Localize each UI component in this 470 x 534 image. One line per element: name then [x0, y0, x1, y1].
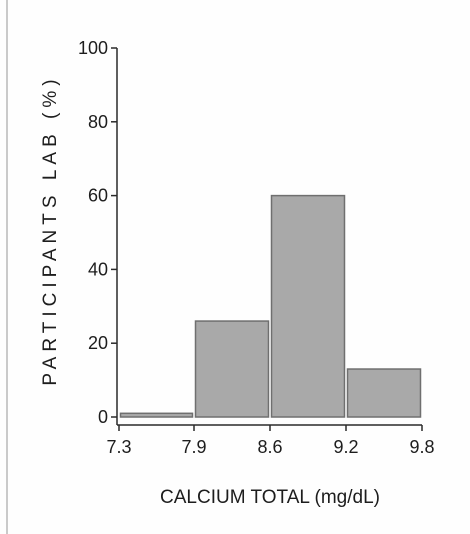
y-axis-title: PARTICIPANTS LAB (%) — [40, 74, 61, 385]
bar-9.2-9.8 — [346, 368, 422, 418]
x-tick-label-9.8: 9.8 — [409, 437, 434, 457]
y-tick-label-20: 20 — [88, 333, 108, 353]
x-tick-label-9.2: 9.2 — [333, 437, 358, 457]
bars-layer — [119, 194, 422, 418]
x-tick-label-7.9: 7.9 — [181, 437, 206, 457]
y-tick-label-80: 80 — [88, 112, 108, 132]
x-tick-label-8.6: 8.6 — [257, 437, 282, 457]
y-tick-label-40: 40 — [88, 259, 108, 279]
y-tick-label-100: 100 — [78, 38, 108, 58]
bar-8.6-9.2 — [270, 194, 346, 418]
x-axis-title: CALCIUM TOTAL (mg/dL) — [160, 487, 380, 508]
ticks-layer: 0 20 40 60 80 100 7.3 7.9 8.6 9.2 9.8 — [78, 38, 435, 457]
bar-7.3-7.9 — [119, 412, 194, 418]
x-tick-label-7.3: 7.3 — [106, 437, 131, 457]
y-tick-label-0: 0 — [98, 407, 108, 427]
y-tick-label-60: 60 — [88, 186, 108, 206]
bar-7.9-8.6 — [194, 320, 270, 418]
